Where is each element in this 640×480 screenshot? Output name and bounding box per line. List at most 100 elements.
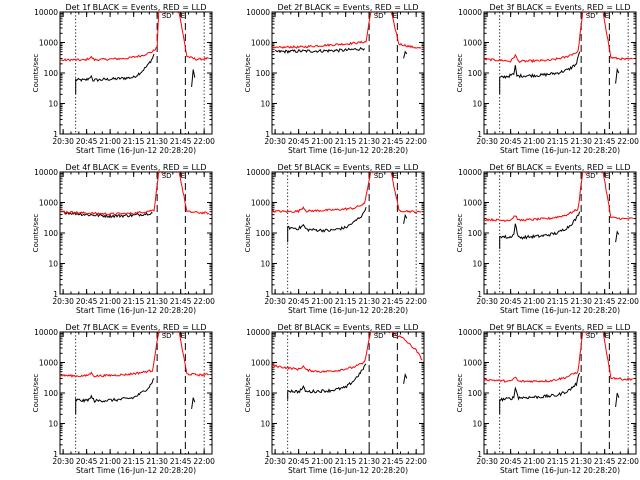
panel-title: Det 1f BLACK = Events, RED = LLD <box>65 3 206 12</box>
x-tick-label: 20:45 <box>500 457 522 466</box>
x-axis-label: Start Time (16-Jun-12 20:28:20) <box>288 466 408 475</box>
events-trace <box>191 69 196 87</box>
plot-area <box>60 12 210 134</box>
y-tick-label: 10 <box>472 100 482 109</box>
x-tick-label: 21:15 <box>335 137 357 146</box>
y-tick-label: 1 <box>53 290 58 299</box>
x-axis-label: Start Time (16-Jun-12 20:28:20) <box>500 306 620 315</box>
sd-marker: SD <box>586 172 596 180</box>
events-trace <box>615 392 620 407</box>
plot-frame <box>483 171 637 295</box>
panel-title: Det 4f BLACK = Events, RED = LLD <box>65 163 206 172</box>
x-tick-label: 21:00 <box>523 137 545 146</box>
e-marker: E <box>605 172 609 180</box>
x-tick-label: 20:30 <box>264 457 286 466</box>
x-tick-label: 22:00 <box>405 137 427 146</box>
lld-trace <box>484 172 634 222</box>
e-marker: E <box>181 172 185 180</box>
sd-marker: SD <box>162 12 172 20</box>
e-marker: E <box>605 12 609 20</box>
x-tick-label: 21:00 <box>523 297 545 306</box>
y-tick-label: 10 <box>48 100 58 109</box>
lld-trace <box>484 332 633 383</box>
y-axis-label: Counts/sec <box>244 214 252 253</box>
panel-det-1: 1 10 100 1000 10000 20:30 20:45 21:00 21:15 21:30… <box>32 3 215 155</box>
x-tick-label: 22:00 <box>193 137 215 146</box>
events-trace <box>75 53 155 95</box>
events-trace <box>191 397 196 409</box>
x-tick-label: 21:15 <box>547 297 569 306</box>
x-tick-label: 20:30 <box>52 457 74 466</box>
plot-area <box>272 12 422 134</box>
x-tick-label: 21:30 <box>146 457 168 466</box>
x-tick-label: 21:15 <box>335 297 357 306</box>
x-tick-label: 21:00 <box>99 137 121 146</box>
sd-marker: SD <box>586 12 596 20</box>
y-tick-label: 10 <box>48 420 58 429</box>
plot-area <box>272 172 422 294</box>
x-tick-label: 20:45 <box>288 457 310 466</box>
x-tick-label: 21:45 <box>382 137 404 146</box>
x-tick-label: 20:45 <box>288 137 310 146</box>
panel-title: Det 8f BLACK = Events, RED = LLD <box>277 323 418 332</box>
y-tick-label: 100 <box>468 229 483 238</box>
y-tick-label: 1000 <box>251 199 270 208</box>
y-tick-label: 100 <box>256 389 271 398</box>
x-tick-label: 22:00 <box>405 457 427 466</box>
panel-title: Det 6f BLACK = Events, RED = LLD <box>489 163 630 172</box>
plot-frame <box>59 331 213 455</box>
plot-area <box>484 172 634 294</box>
panel-det-4: 1 10 100 1000 10000 20:30 20:45 21:00 21:15 21:30… <box>32 163 215 315</box>
x-tick-label: 20:30 <box>264 137 286 146</box>
y-axis-label: Counts/sec <box>244 374 252 413</box>
lld-trace <box>60 12 210 62</box>
x-axis-label: Start Time (16-Jun-12 20:28:20) <box>76 306 196 315</box>
x-tick-label: 21:15 <box>123 457 145 466</box>
x-tick-label: 21:30 <box>570 457 592 466</box>
x-tick-label: 21:30 <box>358 137 380 146</box>
e-marker: E <box>393 12 397 20</box>
x-tick-label: 20:45 <box>76 457 98 466</box>
y-tick-label: 1000 <box>463 39 482 48</box>
y-tick-label: 10 <box>260 420 270 429</box>
x-tick-label: 20:30 <box>52 137 74 146</box>
sd-marker: SD <box>374 332 384 340</box>
x-tick-label: 20:45 <box>500 297 522 306</box>
x-tick-label: 20:45 <box>76 297 98 306</box>
y-axis-label: Counts/sec <box>456 374 464 413</box>
x-tick-label: 21:00 <box>311 297 333 306</box>
x-tick-label: 22:00 <box>617 457 639 466</box>
y-tick-label: 10 <box>260 260 270 269</box>
y-axis-label: Counts/sec <box>456 214 464 253</box>
e-marker: E <box>605 332 609 340</box>
y-tick-label: 100 <box>468 389 483 398</box>
panel-title: Det 7f BLACK = Events, RED = LLD <box>65 323 206 332</box>
events-trace <box>499 51 581 95</box>
events-trace <box>62 210 153 219</box>
x-tick-label: 21:45 <box>382 297 404 306</box>
y-tick-label: 10000 <box>458 8 482 17</box>
plot-frame <box>271 11 425 135</box>
lld-trace <box>60 172 210 216</box>
lld-trace <box>272 12 422 50</box>
x-axis-label: Start Time (16-Jun-12 20:28:20) <box>76 466 196 475</box>
y-tick-label: 1000 <box>39 359 58 368</box>
y-tick-label: 1 <box>265 450 270 459</box>
x-axis-label: Start Time (16-Jun-12 20:28:20) <box>288 306 408 315</box>
events-trace <box>499 211 581 249</box>
panel-det-3: 1 10 100 1000 10000 20:30 20:45 21:00 21:15 21:30… <box>456 3 639 155</box>
y-tick-label: 100 <box>256 69 271 78</box>
y-tick-label: 1000 <box>251 39 270 48</box>
panel-title: Det 5f BLACK = Events, RED = LLD <box>277 163 418 172</box>
x-tick-label: 20:30 <box>476 137 498 146</box>
e-marker: E <box>393 172 397 180</box>
panel-title: Det 9f BLACK = Events, RED = LLD <box>489 323 630 332</box>
x-tick-label: 21:00 <box>99 297 121 306</box>
plot-area <box>60 172 210 294</box>
x-tick-label: 21:45 <box>170 137 192 146</box>
y-tick-label: 10000 <box>458 328 482 337</box>
events-trace <box>274 46 365 54</box>
events-trace <box>403 50 408 59</box>
y-axis-label: Counts/sec <box>32 214 40 253</box>
